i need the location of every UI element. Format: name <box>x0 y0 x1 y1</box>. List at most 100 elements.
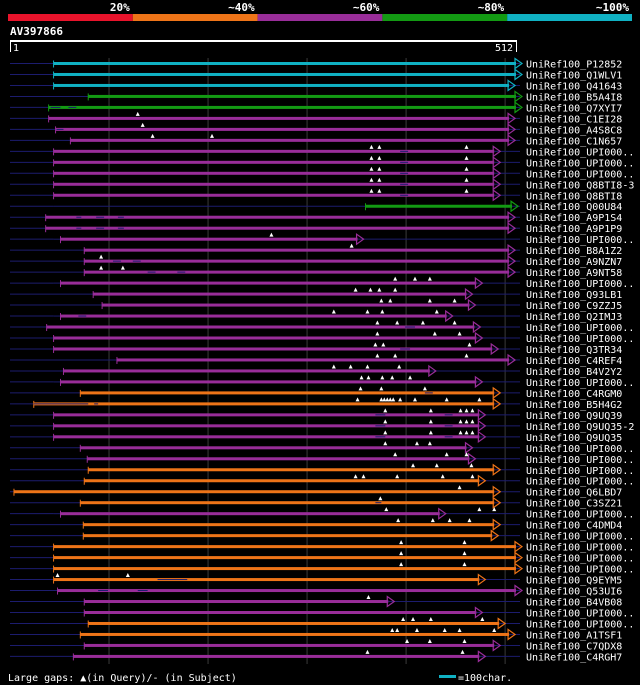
hit-row[interactable]: UniRef100_A1TSF1 <box>10 627 622 642</box>
hit-row[interactable]: UniRef100_A9NZN7 <box>10 254 622 269</box>
hit-row[interactable]: UniRef100_A9P1S4 <box>10 211 622 224</box>
hit-label[interactable]: UniRef100_B5A4I8 <box>526 92 622 103</box>
hit-row[interactable]: UniRef100_UPI000.. <box>10 276 634 291</box>
hit-row[interactable]: UniRef100_A9P1P9 <box>10 222 622 235</box>
hit-label[interactable]: UniRef100_C4RGH7 <box>526 652 622 663</box>
hit-row[interactable]: UniRef100_B5A4I8 <box>10 90 622 103</box>
hit-row[interactable]: UniRef100_C9ZZJ5 <box>10 298 622 313</box>
hit-label[interactable]: UniRef100_Q1WLV1 <box>526 70 622 81</box>
hit-label[interactable]: UniRef100_Q8BTI8-3 <box>526 180 634 191</box>
hit-row[interactable]: UniRef100_UPI000.. <box>10 551 634 565</box>
hit-label[interactable]: UniRef100_UPI000.. <box>526 279 634 290</box>
hit-row[interactable]: UniRef100_C4REF4 <box>10 353 622 367</box>
hit-row[interactable]: UniRef100_C7QDX8 <box>10 638 622 653</box>
hit-label[interactable]: UniRef100_C1N657 <box>526 136 622 147</box>
hit-row[interactable]: UniRef100_UPI000.. <box>10 375 634 389</box>
hit-row[interactable]: UniRef100_A4S8C8 <box>10 122 622 137</box>
hit-label[interactable]: UniRef100_UPI000.. <box>526 444 634 455</box>
hit-row[interactable]: UniRef100_C4RGM0 <box>10 386 622 400</box>
hit-row[interactable]: UniRef100_Q00U84 <box>10 200 622 213</box>
hit-row[interactable]: UniRef100_UPI000.. <box>10 320 634 335</box>
hit-label[interactable]: UniRef100_UPI000.. <box>526 554 634 565</box>
hit-row[interactable]: UniRef100_C1N657 <box>10 133 622 148</box>
hit-label[interactable]: UniRef100_UPI000.. <box>526 619 634 630</box>
hit-label[interactable]: UniRef100_C3SZ21 <box>526 499 622 510</box>
hit-row[interactable]: UniRef100_UPI000.. <box>10 616 634 631</box>
hit-row[interactable]: UniRef100_C3SZ21 <box>10 496 622 510</box>
hit-label[interactable]: UniRef100_C4DMD4 <box>526 521 622 532</box>
hit-label[interactable]: UniRef100_B4VB08 <box>526 598 622 609</box>
hit-row[interactable]: UniRef100_Q8BTI8-3 <box>10 177 634 192</box>
hit-label[interactable]: UniRef100_UPI000.. <box>526 455 634 466</box>
hit-row[interactable]: UniRef100_UPI000.. <box>10 331 634 346</box>
hit-row[interactable]: UniRef100_UPI000.. <box>10 155 634 170</box>
hit-row[interactable]: UniRef100_Q1WLV1 <box>10 68 622 81</box>
hit-row[interactable]: UniRef100_Q6LBD7 <box>10 485 622 499</box>
hit-row[interactable]: UniRef100_B5H4G2 <box>10 397 622 411</box>
hit-row[interactable]: UniRef100_C1EI28 <box>10 111 622 126</box>
hit-row[interactable]: UniRef100_A9NT58 <box>10 265 622 280</box>
hit-row[interactable]: UniRef100_UPI000.. <box>10 452 634 466</box>
hit-label[interactable]: UniRef100_UPI000.. <box>526 323 634 334</box>
hit-label[interactable]: UniRef100_A9P1P9 <box>526 224 622 235</box>
hit-label[interactable]: UniRef100_UPI000.. <box>526 235 634 246</box>
hit-row[interactable]: UniRef100_Q9EYM5 <box>10 573 622 587</box>
hit-label[interactable]: UniRef100_A4S8C8 <box>526 125 622 136</box>
hit-label[interactable]: UniRef100_UPI000.. <box>526 334 634 345</box>
hit-label[interactable]: UniRef100_Q6LBD7 <box>526 488 622 499</box>
hit-label[interactable]: UniRef100_Q8BTI8 <box>526 191 622 202</box>
hit-row[interactable]: UniRef100_UPI000.. <box>10 562 634 576</box>
hit-row[interactable]: UniRef100_B8A1Z2 <box>10 243 622 258</box>
hit-label[interactable]: UniRef100_UPI000.. <box>526 169 634 180</box>
hit-label[interactable]: UniRef100_Q53UI6 <box>526 587 622 598</box>
hit-label[interactable]: UniRef100_Q9UQ35-2 <box>526 422 634 433</box>
hit-label[interactable]: UniRef100_C7QDX8 <box>526 641 622 652</box>
hit-label[interactable]: UniRef100_UPI000.. <box>526 147 634 158</box>
hit-label[interactable]: UniRef100_UPI000.. <box>526 378 634 389</box>
hit-label[interactable]: UniRef100_Q41643 <box>526 81 622 92</box>
hit-label[interactable]: UniRef100_C4REF4 <box>526 356 622 367</box>
hit-label[interactable]: UniRef100_Q00U84 <box>526 202 622 213</box>
hit-label[interactable]: UniRef100_B5H4G2 <box>526 400 622 411</box>
hit-row[interactable]: UniRef100_Q9UQ35 <box>10 430 622 444</box>
hit-row[interactable]: UniRef100_UPI000.. <box>10 441 634 455</box>
hit-row[interactable]: UniRef100_Q2IMJ3 <box>10 309 622 324</box>
hit-row[interactable]: UniRef100_Q9UQ35-2 <box>10 419 634 433</box>
hit-label[interactable]: UniRef100_Q9EYM5 <box>526 576 622 587</box>
hit-row[interactable]: UniRef100_UPI000.. <box>10 529 634 543</box>
hit-label[interactable]: UniRef100_UPI000.. <box>526 466 634 477</box>
hit-label[interactable]: UniRef100_UPI000.. <box>526 543 634 554</box>
hit-row[interactable]: UniRef100_Q7XYI7 <box>10 101 622 114</box>
hit-label[interactable]: UniRef100_UPI000.. <box>526 609 634 620</box>
hit-label[interactable]: UniRef100_A9P1S4 <box>526 213 622 224</box>
hit-row[interactable]: UniRef100_Q53UI6 <box>10 584 622 598</box>
hit-label[interactable]: UniRef100_Q93LB1 <box>526 290 622 301</box>
hit-label[interactable]: UniRef100_Q9UQ39 <box>526 411 622 422</box>
hit-row[interactable]: UniRef100_UPI000.. <box>10 463 634 477</box>
hit-label[interactable]: UniRef100_Q9UQ35 <box>526 433 622 444</box>
hit-row[interactable]: UniRef100_UPI000.. <box>10 144 634 159</box>
hit-row[interactable]: UniRef100_UPI000.. <box>10 166 634 181</box>
hit-label[interactable]: UniRef100_Q2IMJ3 <box>526 312 622 323</box>
hit-row[interactable]: UniRef100_C4DMD4 <box>10 518 622 532</box>
hit-label[interactable]: UniRef100_UPI000.. <box>526 565 634 576</box>
hit-row[interactable]: UniRef100_B4VB08 <box>10 595 622 609</box>
hit-label[interactable]: UniRef100_C9ZZJ5 <box>526 301 622 312</box>
hit-row[interactable]: UniRef100_Q3TR34 <box>10 342 622 356</box>
hit-label[interactable]: UniRef100_Q3TR34 <box>526 345 622 356</box>
hit-label[interactable]: UniRef100_P12852 <box>526 60 622 71</box>
hit-row[interactable]: UniRef100_Q93LB1 <box>10 287 622 302</box>
hit-row[interactable]: UniRef100_Q8BTI8 <box>10 188 622 203</box>
hit-row[interactable]: UniRef100_UPI000.. <box>10 474 634 488</box>
hit-row[interactable]: UniRef100_UPI000.. <box>10 232 634 247</box>
hit-label[interactable]: UniRef100_C1EI28 <box>526 114 622 125</box>
hit-label[interactable]: UniRef100_UPI000.. <box>526 510 634 521</box>
hit-label[interactable]: UniRef100_B4V2Y2 <box>526 367 622 378</box>
hit-row[interactable]: UniRef100_B4V2Y2 <box>10 364 622 378</box>
hit-row[interactable]: UniRef100_C4RGH7 <box>10 649 622 664</box>
hit-label[interactable]: UniRef100_UPI000.. <box>526 158 634 169</box>
hit-row[interactable]: UniRef100_UPI000.. <box>10 606 634 620</box>
hit-label[interactable]: UniRef100_C4RGM0 <box>526 389 622 400</box>
hit-label[interactable]: UniRef100_B8A1Z2 <box>526 246 622 257</box>
hit-label[interactable]: UniRef100_UPI000.. <box>526 532 634 543</box>
